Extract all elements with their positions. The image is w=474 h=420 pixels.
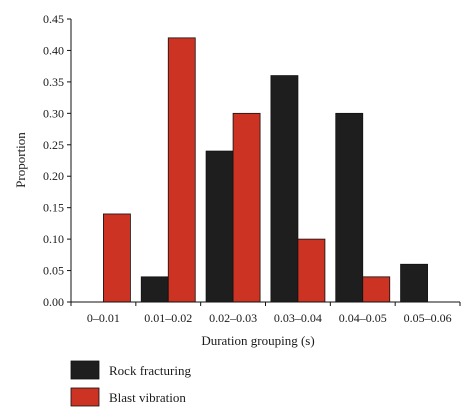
bar-blast-vibration-1 — [167, 37, 196, 303]
y-tick-label: 0.05 — [43, 264, 64, 278]
x-tick-label: 0.03–0.04 — [274, 311, 322, 325]
legend: Rock fracturing Blast vibration — [70, 360, 191, 407]
bar-rock-fracturing-4 — [335, 112, 364, 303]
bar-rock-fracturing-3 — [270, 75, 299, 303]
y-axis-label: Proportion — [13, 132, 28, 188]
x-axis-label: Duration grouping (s) — [201, 333, 314, 348]
y-tick-label: 0.15 — [43, 201, 64, 215]
y-tick-label: 0.10 — [43, 232, 64, 246]
x-tick-label: 0.02–0.03 — [209, 311, 257, 325]
x-tick-label: 0.01–0.02 — [144, 311, 192, 325]
legend-label-rock-fracturing: Rock fracturing — [109, 363, 191, 378]
y-tick-label: 0.35 — [43, 75, 64, 89]
bar-rock-fracturing-5 — [400, 263, 428, 303]
x-tick-label: 0.04–0.05 — [339, 311, 387, 325]
ticks-group: 0.00 0.05 0.10 0.15 0.20 0.25 0.30 0.35 0.40 0.45… — [43, 12, 461, 325]
y-tick-label: 0.30 — [43, 106, 64, 120]
bar-rock-fracturing-1 — [140, 276, 169, 303]
bar-blast-vibration-0 — [103, 213, 131, 303]
y-tick-label: 0.00 — [43, 295, 64, 309]
y-tick-label: 0.25 — [43, 138, 64, 152]
legend-swatch-blast-vibration — [70, 387, 100, 407]
x-tick-label: 0.05–0.06 — [404, 311, 452, 325]
bar-blast-vibration-3 — [297, 238, 326, 303]
y-tick-label: 0.20 — [43, 169, 64, 183]
legend-swatch-rock-fracturing — [70, 360, 100, 380]
y-tick-label: 0.40 — [43, 43, 64, 57]
bar-blast-vibration-2 — [232, 112, 261, 303]
bar-blast-vibration-4 — [362, 276, 391, 303]
x-tick-label: 0–0.01 — [87, 311, 120, 325]
bars-group — [103, 37, 428, 303]
y-tick-label: 0.45 — [43, 12, 64, 26]
legend-label-blast-vibration: Blast vibration — [109, 390, 186, 405]
bar-rock-fracturing-2 — [205, 150, 234, 303]
